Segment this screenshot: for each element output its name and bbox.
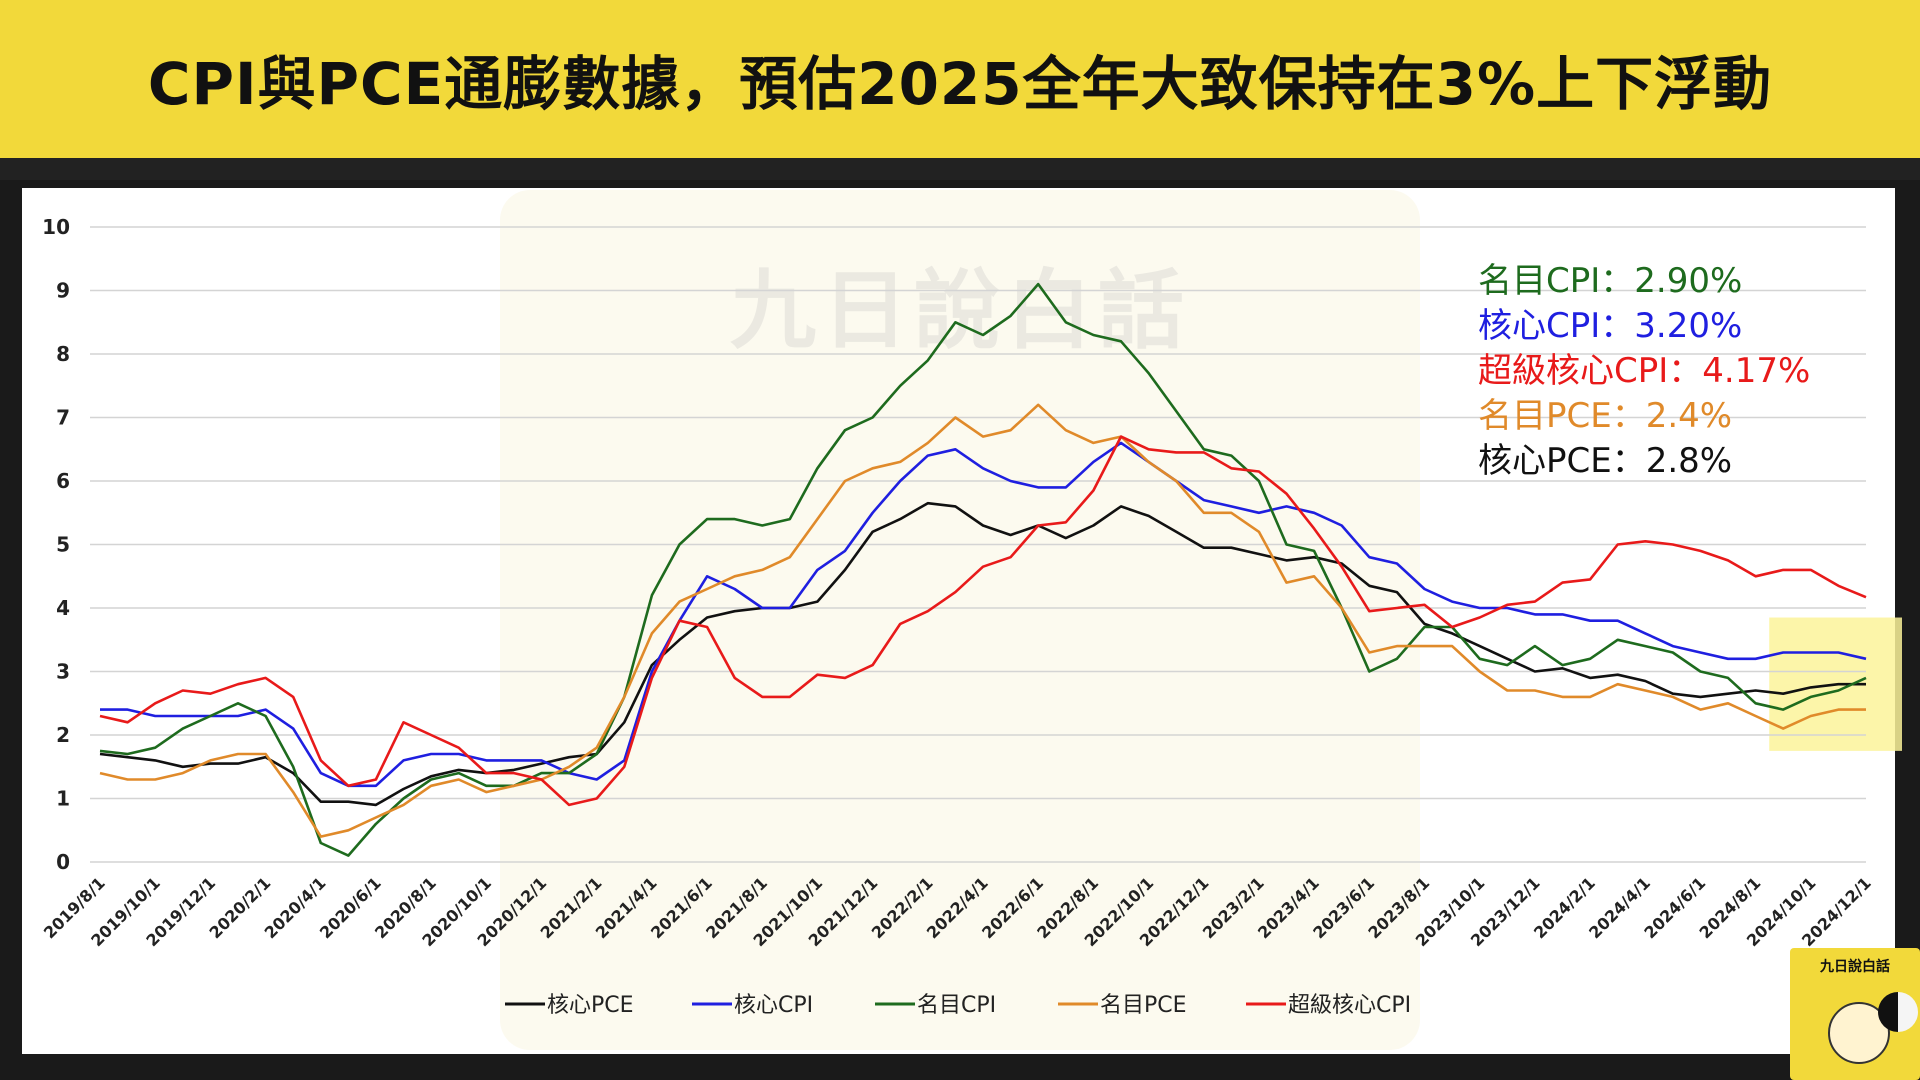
series-line	[99, 501, 1866, 807]
legend-label: 名目PCE	[1100, 993, 1187, 1018]
legend-label: 核心CPI	[734, 993, 813, 1018]
corner-logo: 九日說白話	[1790, 948, 1920, 1080]
y-tick-label: 7	[56, 406, 70, 430]
yin-yang-icon	[1878, 992, 1918, 1032]
annotation-label: 核心CPI：3.20%	[1478, 306, 1742, 346]
legend-label: 超級核心CPI	[1288, 993, 1411, 1018]
annotation-label: 名目CPI：2.90%	[1478, 261, 1742, 301]
y-tick-label: 9	[56, 279, 70, 303]
series-line	[99, 282, 1867, 857]
annotation-label: 超級核心CPI：4.17%	[1478, 351, 1810, 391]
y-tick-label: 8	[56, 342, 70, 366]
y-tick-label: 6	[56, 469, 70, 493]
y-tick-label: 3	[56, 660, 70, 684]
y-tick-label: 2	[56, 723, 70, 747]
series-line	[99, 435, 1867, 807]
watermark-background	[500, 190, 1420, 1050]
corner-logo-label: 九日說白話	[1820, 959, 1890, 975]
annotation-label: 名目PCE：2.4%	[1478, 396, 1732, 436]
legend-label: 名目CPI	[917, 993, 996, 1018]
y-tick-label: 10	[42, 215, 70, 239]
y-tick-label: 5	[56, 533, 70, 557]
series-line	[100, 441, 1867, 788]
banner-shadow-strip	[0, 158, 1920, 180]
watermark-brand: 九日說白話	[730, 261, 1190, 361]
legend-label: 核心PCE	[547, 993, 634, 1018]
series-line	[99, 403, 1866, 838]
annotation-label: 核心PCE：2.8%	[1478, 441, 1732, 481]
page-title: CPI與PCE通膨數據，預估2025全年大致保持在3%上下浮動	[147, 50, 1773, 118]
y-tick-label: 1	[56, 787, 70, 811]
title-banner: CPI與PCE通膨數據，預估2025全年大致保持在3%上下浮動	[0, 0, 1920, 158]
y-tick-label: 4	[56, 596, 70, 620]
y-tick-label: 0	[56, 850, 70, 874]
